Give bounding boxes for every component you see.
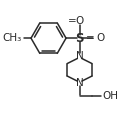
Text: =: = [68, 16, 77, 26]
Text: OH: OH [103, 91, 119, 101]
Text: N: N [76, 51, 83, 61]
Text: CH₃: CH₃ [2, 33, 21, 43]
Text: O: O [96, 33, 104, 43]
Text: O: O [75, 16, 84, 26]
Text: S: S [75, 32, 84, 45]
Text: N: N [76, 78, 83, 88]
Text: =: = [86, 33, 94, 43]
